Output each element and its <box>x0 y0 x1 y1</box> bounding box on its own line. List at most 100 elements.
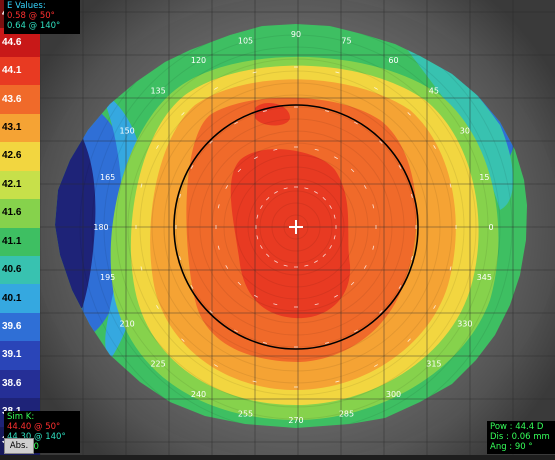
axis-label: 345 <box>477 273 492 282</box>
axis-tick <box>266 197 270 201</box>
axis-tick <box>304 187 309 190</box>
axis-label: 60 <box>388 56 398 65</box>
axis-tick <box>322 253 326 257</box>
axis-tick <box>354 121 358 125</box>
axis-tick <box>181 112 185 116</box>
axis-tick <box>350 168 355 173</box>
scale-swatch: 43.1 <box>0 113 40 143</box>
axis-tick <box>262 110 267 112</box>
axis-tick <box>322 197 326 201</box>
axis-tick <box>140 183 143 188</box>
map-zone-red <box>230 149 351 319</box>
map-zone-left-blue <box>55 95 130 350</box>
axis-tick <box>283 264 288 267</box>
axis-label: 105 <box>238 37 253 46</box>
scale-swatch: 40.6 <box>0 255 40 285</box>
axis-tick <box>217 204 220 209</box>
axis-tick <box>334 294 338 298</box>
axis-label: 315 <box>426 359 441 368</box>
axis-tick <box>254 294 258 298</box>
axis-tick <box>354 329 358 333</box>
e-values-panel: E Values: 0.58 @ 50° 0.64 @ 140° <box>4 0 80 34</box>
axis-label: 285 <box>339 409 354 418</box>
scale-label: 42.6 <box>2 150 22 162</box>
axis-tick <box>374 364 378 367</box>
axis-label: 120 <box>191 56 206 65</box>
axis-label: 75 <box>341 37 351 46</box>
axis-tick <box>411 256 413 261</box>
axis-tick <box>254 156 258 160</box>
axis-tick <box>273 148 278 151</box>
axis-tick <box>304 264 309 267</box>
axis-tick <box>283 187 288 190</box>
scale-label: 44.6 <box>2 36 22 48</box>
axis-tick <box>237 281 242 286</box>
axis-tick <box>314 303 319 306</box>
scale-label: 43.6 <box>2 93 22 105</box>
grid-lines <box>39 0 555 455</box>
axis-tick <box>333 214 336 219</box>
sim-k-title: Sim K: <box>7 412 35 422</box>
axis-label: 210 <box>119 320 134 329</box>
axis-tick <box>260 205 263 209</box>
axis-tick <box>363 265 367 269</box>
measure-ang: Ang : 90 ° <box>490 442 533 452</box>
axis-tick <box>237 168 242 173</box>
axis-tick <box>260 245 263 249</box>
scale-label: 43.1 <box>2 121 22 133</box>
axis-label: 135 <box>150 87 165 96</box>
scale-label: 40.1 <box>2 292 22 304</box>
axis-tick <box>179 193 181 198</box>
axis-tick <box>234 121 238 125</box>
axis-tick <box>398 165 402 169</box>
axis-tick <box>350 281 355 286</box>
axis-tick <box>329 245 332 249</box>
axis-tick <box>252 380 257 383</box>
sim-k-flat: 44.30 @ 140° <box>7 432 66 442</box>
scale-swatch: 41.1 <box>0 227 40 256</box>
axis-tick <box>209 140 213 144</box>
axis-label: 90 <box>291 30 301 39</box>
axis-tick <box>314 260 318 263</box>
axis-label: 300 <box>386 390 401 399</box>
axis-tick <box>335 71 340 74</box>
axis-tick <box>325 342 330 344</box>
axis-label: 270 <box>288 416 303 425</box>
axis-tick <box>314 191 318 194</box>
axis-label: 165 <box>100 173 115 182</box>
scale-swatch: 44.1 <box>0 56 40 86</box>
axis-ticks <box>135 66 457 388</box>
measure-pow: Pow : 44.4 D <box>490 422 544 432</box>
axis-tick <box>156 305 159 309</box>
axis-tick <box>379 140 383 144</box>
axis-tick <box>329 205 332 209</box>
axis-tick <box>266 253 270 257</box>
axis-label: 195 <box>100 273 115 282</box>
axis-tick <box>334 156 338 160</box>
axis-tick <box>379 310 383 314</box>
axis-tick <box>407 112 411 116</box>
axis-tick <box>372 204 375 209</box>
axis-tick <box>433 305 436 309</box>
axis-tick <box>335 380 340 383</box>
scale-label: 44.1 <box>2 65 22 77</box>
scale-label: 39.1 <box>2 349 22 361</box>
scale-swatch: 42.6 <box>0 142 40 171</box>
axis-tick <box>179 256 181 261</box>
axis-tick <box>372 245 375 250</box>
center-cross-icon[interactable] <box>289 220 303 234</box>
scale-label: 39.6 <box>2 321 22 333</box>
scale-swatch: 42.1 <box>0 170 40 200</box>
scale-swatch: 39.6 <box>0 312 40 342</box>
axis-tick <box>449 183 452 188</box>
axis-tick <box>374 87 378 90</box>
reference-ring <box>173 104 419 350</box>
axis-label: 255 <box>238 409 253 418</box>
scale-swatch: 43.6 <box>0 85 40 114</box>
axis-tick <box>156 145 159 149</box>
scale-swatch: 39.1 <box>0 341 40 370</box>
abs-button[interactable]: Abs. <box>4 438 34 454</box>
axis-tick <box>214 87 218 90</box>
